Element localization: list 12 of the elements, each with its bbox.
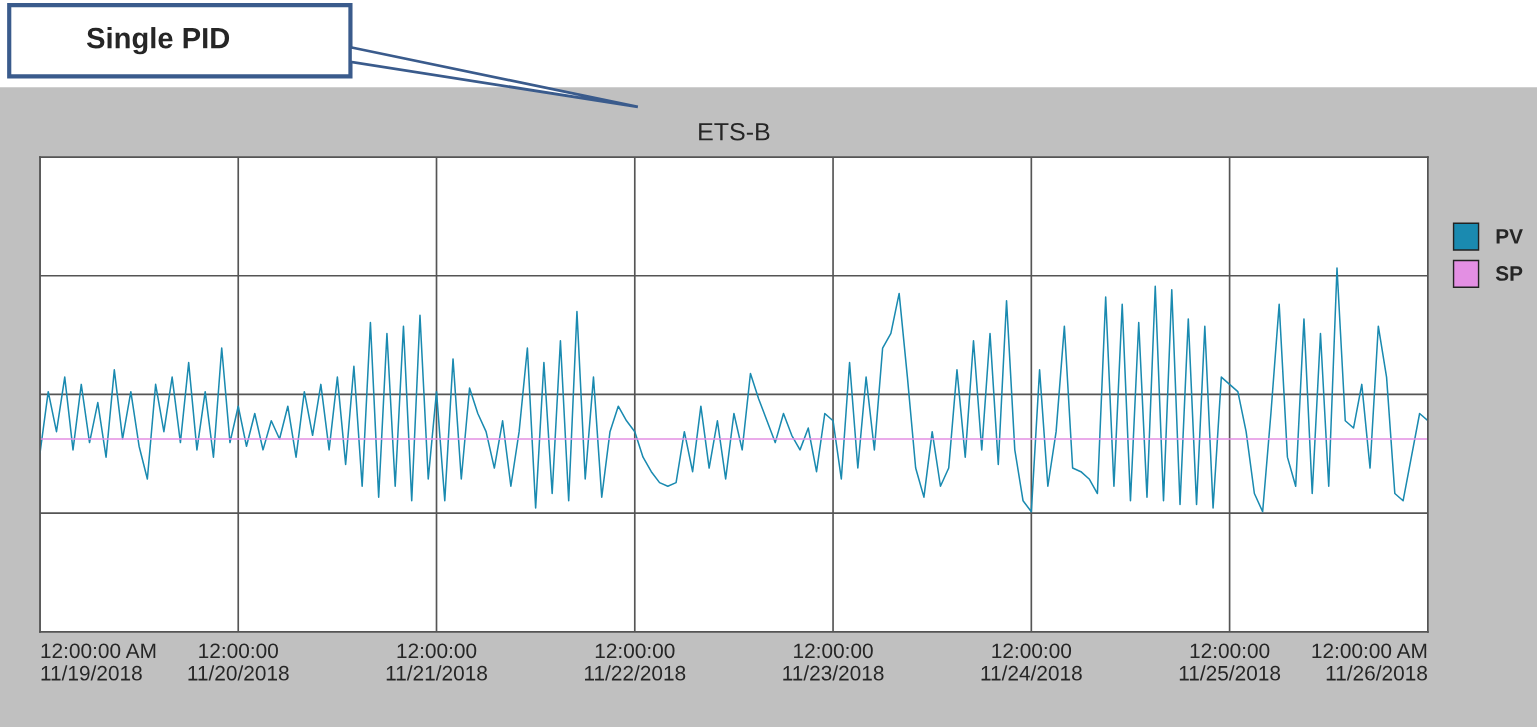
text: Single PID xyxy=(86,27,230,55)
legend-label: PV xyxy=(1496,229,1523,244)
x-tick-label: 12:00:00 AM 11/19/2018 xyxy=(41,643,156,681)
chart-title: ETS-B xyxy=(699,122,770,141)
x-tick-label: 12:00:00 11/22/2018 xyxy=(585,643,686,681)
x-tick-label: 12:00:00 11/21/2018 xyxy=(386,643,487,681)
x-tick-label: 12:00:00 11/24/2018 xyxy=(981,643,1082,681)
x-tick-label: 12:00:00 11/20/2018 xyxy=(188,643,289,681)
x-tick-label: 12:00:00 AM 11/26/2018 xyxy=(1312,643,1427,681)
x-tick-label: 12:00:00 11/23/2018 xyxy=(783,643,884,681)
legend-label: SP xyxy=(1495,266,1523,281)
x-tick-label: 12:00:00 11/25/2018 xyxy=(1179,643,1281,681)
